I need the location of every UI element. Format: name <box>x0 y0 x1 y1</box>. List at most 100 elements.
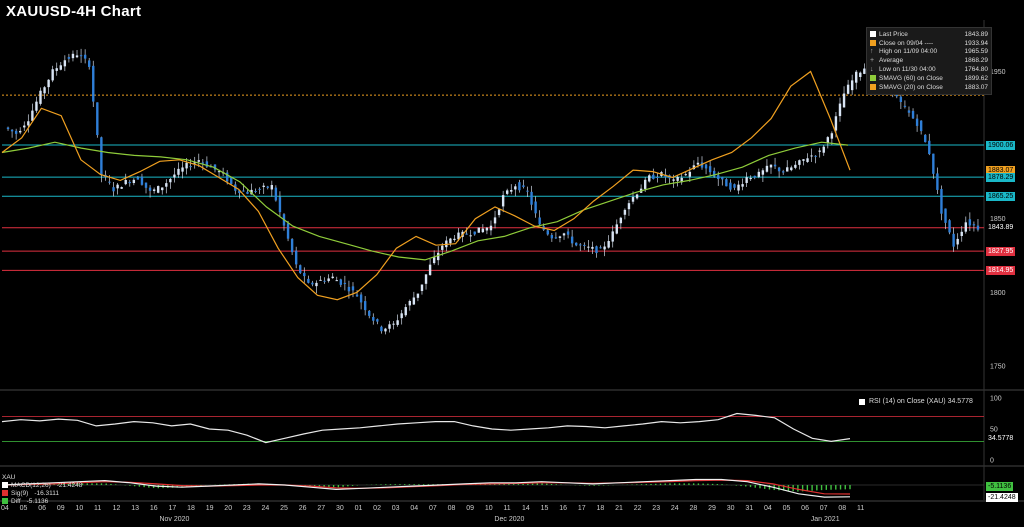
x-day-label: 23 <box>243 505 251 512</box>
macd-legend-row-macd: MACD(12,26) -21.4248 <box>2 481 82 489</box>
candle-body <box>558 236 562 238</box>
x-day-label: 04 <box>764 505 772 512</box>
candle-body <box>680 177 683 183</box>
diff-label: Diff <box>11 497 21 505</box>
macd-legend: XAU MACD(12,26) -21.4248 Sig(9) -16.3111… <box>2 473 82 505</box>
candle-body <box>733 184 736 188</box>
legend-row: + Average 1868.29 <box>870 56 988 65</box>
x-day-label: 21 <box>615 505 623 512</box>
candle-body <box>120 187 123 189</box>
candle-body <box>270 185 274 190</box>
candle-body <box>335 280 338 282</box>
candle-body <box>595 246 598 254</box>
signal-swatch <box>2 490 8 496</box>
square-icon <box>870 40 876 47</box>
x-day-label: 03 <box>392 505 400 512</box>
x-day-label: 17 <box>168 505 176 512</box>
candle-body <box>619 217 623 224</box>
candle-body <box>173 174 176 178</box>
candle-body <box>587 246 590 248</box>
candle-body <box>643 179 647 189</box>
legend-row: ↑ High on 11/09 04:00 1965.59 <box>870 48 988 57</box>
candle-body <box>907 110 911 113</box>
x-day-label: 16 <box>150 505 158 512</box>
candle-body <box>599 247 602 249</box>
candle-body <box>579 244 582 246</box>
legend-value: 1883.07 <box>964 83 989 91</box>
candle-body <box>83 54 87 59</box>
candle-body <box>842 93 846 108</box>
x-day-label: 17 <box>578 505 586 512</box>
sma60-line <box>1 141 849 261</box>
candle-body <box>331 276 334 279</box>
candle-body <box>185 162 188 169</box>
x-day-label: 25 <box>280 505 288 512</box>
candle-body <box>761 170 765 175</box>
legend-row: Last Price 1843.89 <box>870 30 988 39</box>
candle-body <box>696 162 700 165</box>
candle-body <box>31 110 34 121</box>
up-arrow-icon: ↑ <box>870 47 874 55</box>
legend-label: High on 11/09 04:00 <box>879 48 938 56</box>
legend-value: 1868.29 <box>964 57 989 65</box>
x-day-label: 10 <box>75 505 83 512</box>
x-day-label: 08 <box>838 505 846 512</box>
candle-body <box>676 176 679 181</box>
price-tick-label: 1750 <box>990 363 1006 370</box>
candle-body <box>753 175 756 178</box>
candle-body <box>128 181 131 184</box>
candle-body <box>177 168 180 175</box>
candle-body <box>14 130 18 134</box>
candle-body <box>607 241 610 248</box>
candle-body <box>112 187 115 192</box>
candle-body <box>351 286 355 291</box>
candle-body <box>834 116 838 131</box>
candle-body <box>863 68 866 74</box>
legend-value: 1899.62 <box>964 74 989 82</box>
macd-legend-row-diff: Diff -5.1136 <box>2 497 82 505</box>
candle-body <box>530 191 533 205</box>
candle-body <box>408 300 412 306</box>
candle-body <box>87 60 91 67</box>
candle-body <box>818 150 821 152</box>
down-arrow-icon: ↓ <box>870 65 874 73</box>
candle-body <box>814 155 817 157</box>
x-day-label: 11 <box>503 505 510 512</box>
candle-body <box>566 231 570 235</box>
candle-body <box>432 257 436 264</box>
x-day-label: 24 <box>262 505 270 512</box>
rsi-legend: RSI (14) on Close (XAU) 34.5778 <box>859 398 973 405</box>
candle-body <box>156 186 160 193</box>
candle-body <box>489 225 493 231</box>
diff-swatch <box>2 498 8 504</box>
candle-body <box>96 102 99 136</box>
price-tag: 1883.07 <box>986 165 1016 175</box>
candle-body <box>765 165 769 172</box>
x-day-label: 20 <box>224 505 232 512</box>
candle-body <box>712 170 716 177</box>
candle-body <box>798 160 801 165</box>
candle-body <box>826 137 830 143</box>
candle-body <box>700 162 704 168</box>
candle-body <box>108 181 111 183</box>
candle-body <box>769 164 773 168</box>
legend-value: 1933.94 <box>964 39 989 47</box>
macd-label: MACD(12,26) <box>11 481 51 489</box>
rsi-line <box>1 412 851 444</box>
diff-value: -5.1136 <box>26 497 49 505</box>
candle-body <box>534 201 537 214</box>
x-day-label: 24 <box>671 505 679 512</box>
candle-body <box>79 55 83 57</box>
rsi-tick-label: 100 <box>990 396 1002 403</box>
candle-body <box>688 171 692 177</box>
candle-body <box>518 182 521 191</box>
candle-body <box>152 189 156 191</box>
candle-body <box>745 177 748 183</box>
candle-body <box>19 130 22 133</box>
candle-body <box>473 231 476 235</box>
candle-body <box>648 175 651 182</box>
candle-body <box>449 238 452 244</box>
candle-body <box>838 103 842 117</box>
candle-body <box>140 176 144 185</box>
x-day-label: 12 <box>113 505 121 512</box>
